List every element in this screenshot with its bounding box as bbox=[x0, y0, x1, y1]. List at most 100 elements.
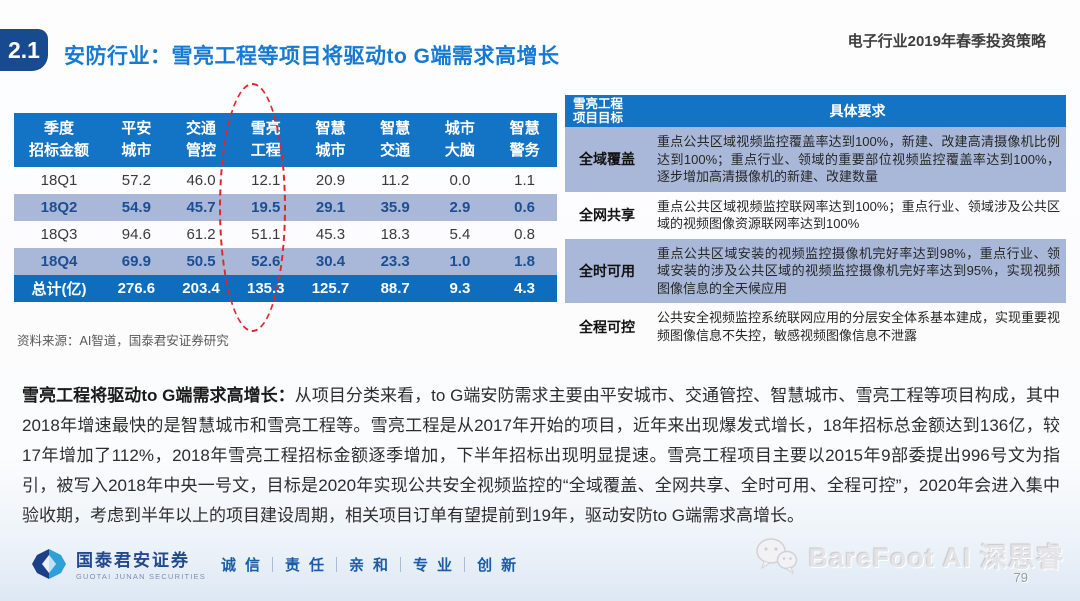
bid-column-header-line: 城市 bbox=[444, 120, 475, 137]
footer-motto: 诚信 责任 亲和 专业 创新 bbox=[212, 554, 525, 575]
page-number: 79 bbox=[1013, 570, 1028, 585]
bid-column-header-line: 警务 bbox=[509, 142, 540, 159]
motto-word: 专业 bbox=[413, 557, 462, 574]
bid-column-header: 季度 招标金额 bbox=[14, 113, 104, 167]
motto-word: 亲和 bbox=[349, 557, 398, 574]
section-number-badge: 2.1 bbox=[0, 29, 48, 71]
logo-en-text: GUOTAI JUNAN SECURITIES bbox=[76, 572, 206, 581]
total-value-cell: 125.7 bbox=[298, 275, 363, 302]
bid-value-cell: 20.9 bbox=[315, 172, 346, 189]
total-value-cell: 9.3 bbox=[427, 275, 493, 302]
bid-column-header-line: 城市 bbox=[315, 142, 346, 159]
bid-value-cell: 0.0 bbox=[449, 172, 471, 189]
goal-requirement: 公共安全视频监控系统联网应用的分层安全体系基本建成，实现重要视频图像信息不失控，… bbox=[657, 310, 1061, 343]
goal-header-col1: 雪亮工程 项目目标 bbox=[565, 95, 649, 127]
quarter-label: 18Q3 bbox=[40, 226, 78, 243]
total-label: 总计(亿) bbox=[14, 275, 104, 302]
total-value-cell: 4.3 bbox=[492, 275, 557, 302]
goal-label: 全网共享 bbox=[579, 207, 635, 223]
bid-value-cell: 0.8 bbox=[514, 226, 536, 243]
watermark-text: BareFoot AI 深思睿 bbox=[808, 543, 1064, 573]
goal-header-col2: 具体要求 bbox=[649, 95, 1066, 127]
bid-column-header-line: 平安 bbox=[121, 120, 152, 137]
bid-column-header-line: 管控 bbox=[186, 142, 217, 159]
bid-column-header-line: 季度 bbox=[43, 120, 74, 137]
motto-word: 诚信 bbox=[221, 557, 270, 574]
goal-requirement: 重点公共区域安装的视频监控摄像机完好率达到98%，重点行业、领域安装的涉及公共区… bbox=[649, 238, 1066, 303]
bid-value-cell: 29.1 bbox=[298, 194, 363, 221]
bid-column-header: 智慧 城市 bbox=[298, 113, 363, 167]
quarter-label: 18Q1 bbox=[40, 172, 78, 189]
page-title: 安防行业：雪亮工程等项目将驱动to G端需求高增长 bbox=[64, 45, 560, 68]
goal-header-col1-line2: 项目目标 bbox=[573, 111, 624, 125]
goal-table-row: 全时可用 重点公共区域安装的视频监控摄像机完好率达到98%，重点行业、领域安装的涉… bbox=[565, 238, 1066, 303]
bid-column-header-line: 交通 bbox=[186, 120, 217, 137]
quarter-label: 18Q2 bbox=[14, 194, 104, 221]
motto-separator bbox=[400, 557, 402, 572]
bid-value-cell: 35.9 bbox=[362, 194, 428, 221]
goal-table: 雪亮工程 项目目标 具体要求 全域覆盖 重点公共区域视频监控覆盖率达到100%，新… bbox=[565, 95, 1066, 350]
motto-word: 创新 bbox=[477, 557, 526, 574]
goal-table-row: 全域覆盖 重点公共区域视频监控覆盖率达到100%，新建、改建高清摄像机比例达到10… bbox=[565, 127, 1066, 192]
total-value-cell: 88.7 bbox=[362, 275, 428, 302]
bid-column-header-line: 智慧 bbox=[380, 120, 411, 137]
bid-value-cell: 30.4 bbox=[298, 248, 363, 275]
motto-separator bbox=[464, 557, 466, 572]
bid-table-row: 18Q4 69.9 50.5 52.6 30.4 23.3 1.0 1.8 bbox=[14, 248, 557, 275]
report-series-label: 电子行业2019年春季投资策略 bbox=[847, 33, 1046, 50]
body-lead-text: 雪亮工程将驱动to G端需求高增长： bbox=[22, 386, 295, 405]
total-value-cell: 276.6 bbox=[104, 275, 169, 302]
goal-table-header-row: 雪亮工程 项目目标 具体要求 bbox=[565, 95, 1066, 127]
bid-column-header-line: 大脑 bbox=[444, 142, 475, 159]
goal-label: 全时可用 bbox=[565, 238, 649, 303]
bid-value-cell: 23.3 bbox=[362, 248, 428, 275]
goal-table-row: 全网共享 重点公共区域视频监控联网率达到100%；重点行业、领域涉及公共区域的视频… bbox=[565, 192, 1066, 239]
motto-word: 责任 bbox=[285, 557, 334, 574]
bid-value-cell: 1.1 bbox=[514, 172, 536, 189]
bid-table-header-row: 季度 招标金额 平安 城市 交通 管控 雪亮 工程 智慧 城市 智慧 交通 城市 大脑 智慧 警务 bbox=[14, 113, 557, 167]
bid-table-total-row: 总计(亿) 276.6 203.4 135.3 125.7 88.7 9.3 4.3 bbox=[14, 275, 557, 302]
bid-value-cell: 0.6 bbox=[492, 194, 557, 221]
bid-column-header: 平安 城市 bbox=[104, 113, 169, 167]
goal-header-col1-line1: 雪亮工程 bbox=[573, 97, 624, 111]
bid-value-cell: 18.3 bbox=[380, 226, 410, 243]
bid-column-header-line: 交通 bbox=[380, 142, 411, 159]
logo-text: 国泰君安证券 GUOTAI JUNAN SECURITIES bbox=[76, 546, 206, 581]
body-paragraph: 雪亮工程将驱动to G端需求高增长：从项目分类来看，to G端安防需求主要由平安… bbox=[22, 381, 1060, 531]
goal-label: 全程可控 bbox=[579, 318, 635, 335]
bid-column-header-line: 城市 bbox=[121, 142, 152, 159]
bid-column-header-line: 智慧 bbox=[315, 120, 346, 137]
bid-column-header: 智慧 警务 bbox=[492, 113, 557, 167]
footer-logo: 国泰君安证券 GUOTAI JUNAN SECURITIES bbox=[30, 546, 206, 581]
goal-requirement: 重点公共区域视频监控覆盖率达到100%，新建、改建高清摄像机比例达到100%；重… bbox=[649, 127, 1066, 192]
wechat-icon bbox=[756, 537, 798, 574]
bid-table-row: 18Q2 54.9 45.7 19.5 29.1 35.9 2.9 0.6 bbox=[14, 194, 557, 221]
bid-value-cell: 2.9 bbox=[427, 194, 493, 221]
highlight-ellipse-annotation bbox=[219, 83, 286, 332]
bid-table-head: 季度 招标金额 平安 城市 交通 管控 雪亮 工程 智慧 城市 智慧 交通 城市 大脑 智慧 警务 bbox=[14, 113, 557, 167]
bid-value-cell: 54.9 bbox=[104, 194, 169, 221]
source-note: 资料来源：AI智道，国泰君安证券研究 bbox=[17, 334, 229, 348]
bid-column-header-line: 招标金额 bbox=[28, 142, 89, 159]
bid-value-cell: 69.9 bbox=[104, 248, 169, 275]
bid-value-cell: 45.3 bbox=[315, 226, 346, 243]
goal-table-body: 全域覆盖 重点公共区域视频监控覆盖率达到100%，新建、改建高清摄像机比例达到10… bbox=[565, 127, 1066, 350]
bid-value-cell: 5.4 bbox=[449, 226, 471, 243]
motto-separator bbox=[336, 557, 338, 572]
bid-column-header: 城市 大脑 bbox=[427, 113, 493, 167]
body-main-text: 从项目分类来看，to G端安防需求主要由平安城市、交通管控、智慧城市、雪亮工程等… bbox=[22, 386, 1060, 525]
watermark: BareFoot AI 深思睿 bbox=[754, 536, 1064, 575]
total-value-cell: 203.4 bbox=[168, 275, 234, 302]
bid-value-cell: 94.6 bbox=[121, 226, 151, 243]
bid-value-cell: 1.8 bbox=[492, 248, 557, 275]
bid-table-row: 18Q3 94.6 61.2 51.1 45.3 18.3 5.4 0.8 bbox=[14, 221, 557, 248]
logo-cn-text: 国泰君安证券 bbox=[76, 551, 190, 570]
bid-table-body: 18Q1 57.2 46.0 12.1 20.9 11.2 0.0 1.1 18Q2 54.9 45… bbox=[14, 167, 557, 302]
bid-value-cell: 61.2 bbox=[186, 226, 216, 243]
bid-value-cell: 57.2 bbox=[121, 172, 151, 189]
quarter-label: 18Q4 bbox=[14, 248, 104, 275]
bid-value-cell: 46.0 bbox=[186, 172, 216, 189]
bid-value-cell: 11.2 bbox=[381, 172, 410, 189]
motto-separator bbox=[272, 557, 274, 572]
